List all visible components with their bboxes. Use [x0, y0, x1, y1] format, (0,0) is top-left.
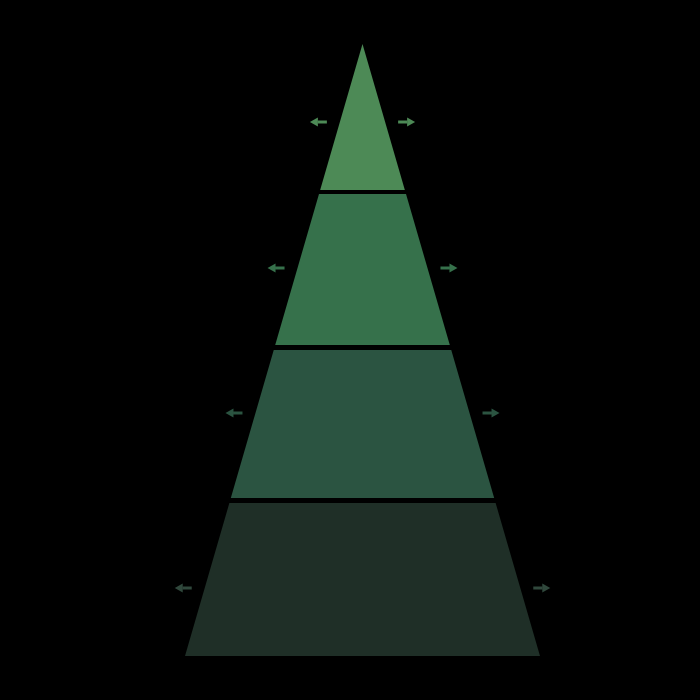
pyramid-level-3-segment	[230, 350, 495, 498]
level-4-right-arrow-icon	[533, 583, 551, 593]
level-2-right-arrow-icon	[440, 263, 458, 273]
level-1-left-arrow-icon	[309, 117, 327, 127]
level-3-right-arrow-icon	[482, 408, 500, 418]
level-2-left-arrow-icon	[267, 263, 285, 273]
pyramid-level-1-segment	[320, 44, 405, 190]
level-3-left-arrow-icon	[225, 408, 243, 418]
pyramid-level-2-segment	[275, 194, 450, 345]
pyramid-level-4-segment	[185, 503, 540, 656]
level-1-right-arrow-icon	[398, 117, 416, 127]
level-4-left-arrow-icon	[174, 583, 192, 593]
